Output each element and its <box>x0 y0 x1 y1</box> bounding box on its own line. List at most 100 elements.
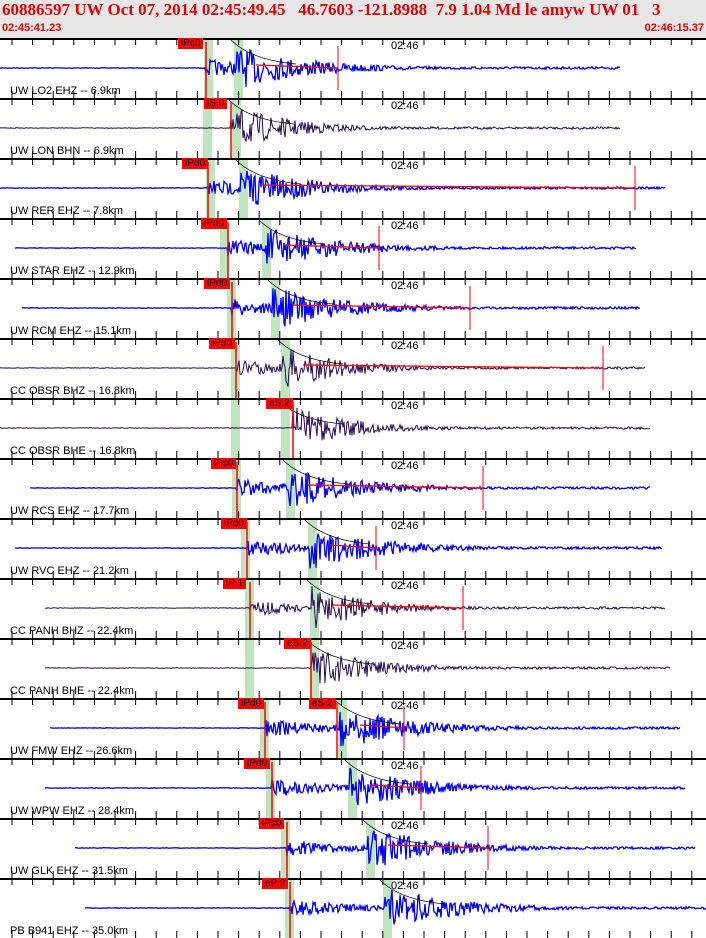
trace-panel[interactable]: 02:46 UW RVC EHZ -- 21.2km iPd0 <box>0 518 706 578</box>
station-label: CC OBSR BHZ -- 16.8km <box>10 385 135 397</box>
phase-pick-flag[interactable]: iS 0 <box>204 98 228 109</box>
station-label: UW LO2 EHZ -- 6.9km <box>10 85 121 97</box>
coda-curve <box>379 879 446 905</box>
p-window <box>206 158 215 218</box>
station-label: CC PANH BHZ -- 22.4km <box>10 625 134 637</box>
phase-pick-flag[interactable]: iPd0 <box>238 698 265 709</box>
time-mark: 02:46 <box>391 460 419 472</box>
waveform <box>21 288 641 327</box>
phase-pick-flag[interactable]: iPd0 <box>204 278 231 289</box>
time-mark: 02:46 <box>391 760 419 772</box>
station-label: CC PANH BHE -- 22.4km <box>10 685 134 697</box>
phase-pick-flag[interactable]: eP 2 <box>262 878 289 889</box>
station-label: PB B941 EHZ -- 35.0km <box>10 925 128 937</box>
coda-curve <box>282 459 349 485</box>
station-label: UW GLK EHZ -- 31.5km <box>10 865 128 877</box>
station-label: UW WPW EHZ -- 28.4km <box>10 805 135 817</box>
station-label: UW RCM EHZ -- 15.1km <box>10 325 131 337</box>
coda-fit <box>302 364 604 369</box>
end-time: 02:46:15.37 <box>644 22 704 34</box>
phase-pick-flag[interactable]: iPc0 <box>178 38 204 49</box>
coda-curve <box>267 279 334 305</box>
coda-curve <box>235 159 302 185</box>
coda-fit <box>307 484 484 489</box>
time-mark: 02:46 <box>391 640 419 652</box>
coda-fit <box>329 544 377 549</box>
coda-fit <box>283 244 380 249</box>
coda-fit <box>359 724 405 729</box>
trace-panel[interactable]: 02:46 CC OBSR BHE -- 16.8km eS 2 <box>0 398 706 458</box>
trace-panel[interactable]: 02:46 UW WPW EHZ -- 28.4km iPd0 <box>0 758 706 818</box>
start-time: 02:45:41.23 <box>2 22 62 34</box>
phase-pick-flag[interactable]: iPd0 <box>244 758 271 769</box>
trace-panel[interactable]: 02:46 UW LON BHN -- 6.9km iS 0 <box>0 98 706 158</box>
phase-pick-flag[interactable]: iPc0 <box>259 818 285 829</box>
time-mark: 02:46 <box>391 340 419 352</box>
trace-panel[interactable]: 02:46 UW STAR EHZ -- 12.9km iPd0 <box>0 218 706 278</box>
trace-panel[interactable]: 02:46 PB B941 EHZ -- 35.0km eP 2 <box>0 878 706 938</box>
trace-panel[interactable]: 02:46 UW RCS EHZ -- 17.7km iPc0 <box>0 458 706 518</box>
time-mark: 02:46 <box>391 580 419 592</box>
trace-panel[interactable]: 02:46 UW RCM EHZ -- 15.1km iPd0 <box>0 278 706 338</box>
seismogram-panels: 02:46 UW LO2 EHZ -- 6.9km iPc0 02:46 UW LON … <box>0 38 706 938</box>
time-mark: 02:46 <box>391 880 419 892</box>
time-mark: 02:46 <box>391 160 419 172</box>
waveform <box>44 652 671 684</box>
phase-pick-flag[interactable]: iPd0 <box>201 218 228 229</box>
trace-panel[interactable]: 02:46 CC PANH BHZ -- 22.4km iP 1 <box>0 578 706 638</box>
waveform <box>29 471 650 506</box>
s-window <box>383 878 392 938</box>
time-mark: 02:46 <box>391 700 419 712</box>
trace-panel[interactable]: 02:46 UW RER EHZ -- 7.8km iPd0 <box>0 158 706 218</box>
trace-panel[interactable]: 02:46 CC PANH BHE -- 22.4km eS 2 <box>0 638 706 698</box>
phase-pick-flag[interactable]: eS 2 <box>284 638 311 649</box>
p-window <box>204 38 213 98</box>
time-mark: 02:46 <box>391 280 419 292</box>
coda-fit <box>369 784 422 789</box>
coda-curve <box>258 219 325 245</box>
coda-curve <box>277 339 344 365</box>
phase-pick-flag[interactable]: iPd0 <box>221 518 248 529</box>
coda-curve <box>344 759 411 785</box>
event-header: 60886597 UW Oct 07, 2014 02:45:49.45 46.… <box>0 0 706 38</box>
time-mark: 02:46 <box>391 40 419 52</box>
station-label: UW RCS EHZ -- 17.7km <box>10 505 130 517</box>
phase-pick-flag[interactable]: eS 2 <box>266 398 293 409</box>
time-mark: 02:46 <box>391 520 419 532</box>
coda-curve <box>228 99 295 125</box>
coda-fit <box>387 844 489 849</box>
station-label: UW LON BHN -- 6.9km <box>10 145 124 157</box>
coda-curve <box>334 699 401 725</box>
trace-panel[interactable]: 02:46 UW LO2 EHZ -- 6.9km iPc0 <box>0 38 706 98</box>
waveform <box>44 767 686 806</box>
station-label: UW STAR EHZ -- 12.9km <box>10 265 135 277</box>
station-label: UW RVC EHZ -- 21.2km <box>10 565 129 577</box>
phase-pick-flag[interactable]: iPc0 <box>211 458 237 469</box>
time-mark: 02:46 <box>391 820 419 832</box>
phase-pick-flag[interactable]: eS 2 <box>309 698 336 709</box>
waveform <box>44 586 666 628</box>
phase-pick-flag[interactable]: iP 1 <box>223 578 247 589</box>
waveform <box>0 49 621 87</box>
s-window <box>366 818 375 878</box>
phase-pick-flag[interactable]: iPd0 <box>209 338 236 349</box>
trace-panel[interactable]: 02:46 UW FMW EHZ -- 26.6km iPd0 eS 2 <box>0 698 706 758</box>
waveform <box>0 407 651 441</box>
time-mark: 02:46 <box>391 220 419 232</box>
waveform <box>49 712 681 747</box>
waveform <box>75 830 696 866</box>
coda-curve <box>230 39 297 65</box>
waveform <box>14 533 663 569</box>
station-label: CC OBSR BHE -- 16.8km <box>10 445 136 457</box>
coda-fit <box>260 184 636 189</box>
station-label: UW RER EHZ -- 7.8km <box>10 205 124 217</box>
coda-fit <box>255 64 339 69</box>
coda-curve <box>304 519 371 545</box>
waveform <box>14 229 637 264</box>
trace-panel[interactable]: 02:46 CC OBSR BHZ -- 16.8km iPd0 <box>0 338 706 398</box>
waveform <box>0 109 621 143</box>
coda-fit <box>331 604 464 609</box>
trace-panel[interactable]: 02:46 UW GLK EHZ -- 31.5km iPc0 <box>0 818 706 878</box>
phase-pick-flag[interactable]: iPd0 <box>182 158 209 169</box>
s-window <box>239 158 248 218</box>
